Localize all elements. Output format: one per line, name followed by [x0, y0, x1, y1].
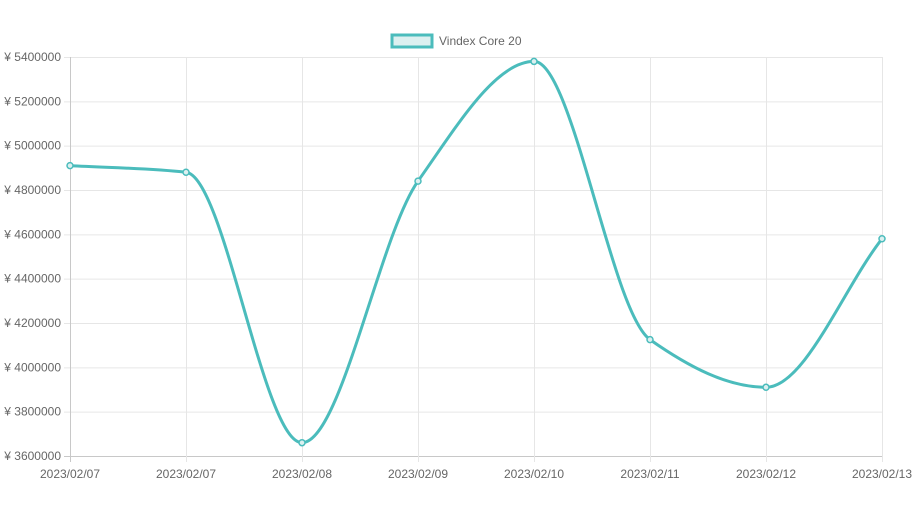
- data-point[interactable]: [762, 383, 770, 392]
- x-tick-label: 2023/02/09: [388, 467, 448, 481]
- legend-label[interactable]: Vindex Core 20: [439, 34, 522, 48]
- legend-swatch[interactable]: [390, 33, 434, 49]
- y-tick-label: ¥ 5000000: [3, 139, 61, 153]
- data-point[interactable]: [66, 161, 74, 170]
- y-tick-label: ¥ 4600000: [3, 227, 61, 241]
- x-tick-label: 2023/02/13: [852, 467, 912, 481]
- legend[interactable]: Vindex Core 20: [390, 33, 522, 49]
- y-tick-label: ¥ 5400000: [3, 50, 61, 64]
- x-tick-label: 2023/02/07: [40, 467, 100, 481]
- series-layer: [66, 57, 886, 447]
- grid-lines: [64, 57, 883, 462]
- x-tick-label: 2023/02/10: [504, 467, 564, 481]
- x-tick-label: 2023/02/07: [156, 467, 216, 481]
- y-tick-label: ¥ 4000000: [3, 360, 61, 374]
- x-tick-label: 2023/02/11: [620, 467, 679, 481]
- y-axis: ¥ 3600000 ¥ 3800000 ¥ 4000000 ¥ 4200000 ¥ 44…: [3, 50, 61, 463]
- y-tick-label: ¥ 4800000: [3, 183, 61, 197]
- y-tick-label: ¥ 4400000: [3, 272, 61, 286]
- x-tick-label: 2023/02/12: [736, 467, 796, 481]
- data-point[interactable]: [182, 168, 190, 177]
- x-axis: 2023/02/07 2023/02/07 2023/02/08 2023/02/09…: [40, 467, 912, 481]
- series-line: [68, 59, 884, 445]
- data-point[interactable]: [530, 57, 538, 66]
- y-tick-label: ¥ 5200000: [3, 94, 61, 108]
- x-tick-label: 2023/02/08: [272, 467, 332, 481]
- data-point[interactable]: [298, 438, 306, 447]
- y-tick-label: ¥ 3800000: [3, 405, 61, 419]
- data-point[interactable]: [878, 235, 886, 243]
- y-tick-label: ¥ 4200000: [3, 316, 61, 330]
- data-point[interactable]: [646, 335, 654, 344]
- data-point[interactable]: [414, 177, 422, 185]
- y-tick-label: ¥ 3600000: [3, 449, 61, 463]
